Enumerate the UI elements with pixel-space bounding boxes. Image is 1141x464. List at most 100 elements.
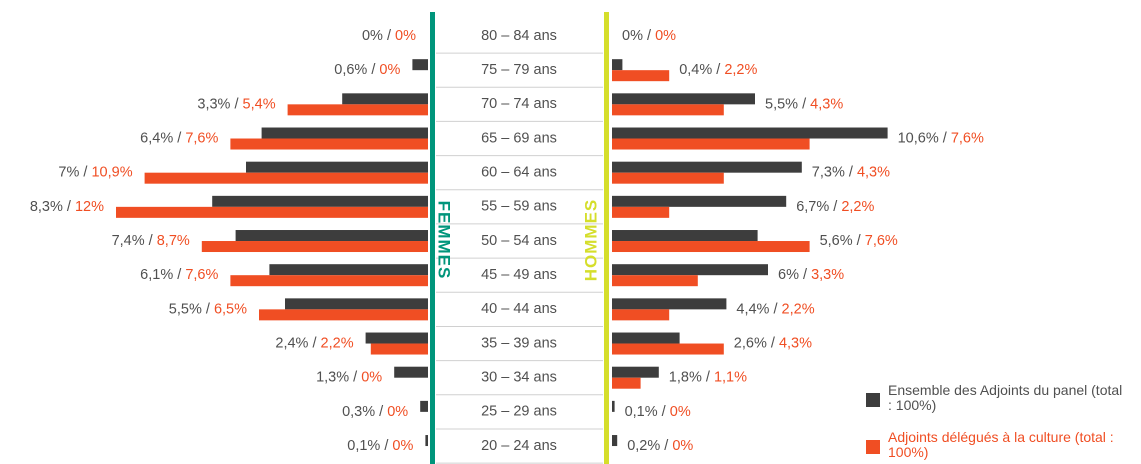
- value-label-total: 6,4%: [140, 130, 173, 146]
- bar: [212, 195, 428, 207]
- value-label-separator: /: [202, 301, 214, 317]
- value-label: 5,5% / 6,5%: [169, 301, 247, 317]
- value-label: 6,1% / 7,6%: [140, 267, 218, 283]
- value-label-total: 7,3%: [812, 165, 845, 181]
- bar: [612, 161, 802, 173]
- value-label-culture: 2,2%: [724, 62, 757, 78]
- value-label-separator: /: [660, 438, 672, 454]
- value-label-separator: /: [702, 370, 714, 386]
- category-label: 40 – 44 ans: [481, 301, 557, 317]
- bar: [144, 172, 428, 184]
- category-label: 45 – 49 ans: [481, 267, 557, 283]
- bar: [612, 275, 698, 287]
- value-label-separator: /: [63, 199, 75, 215]
- value-label-culture: 1,1%: [714, 370, 747, 386]
- value-label-culture: 0%: [670, 404, 691, 420]
- value-label-culture: 6,5%: [214, 301, 247, 317]
- value-label-separator: /: [712, 62, 724, 78]
- value-label-separator: /: [145, 233, 157, 249]
- value-label: 0,6% / 0%: [334, 62, 400, 78]
- bar: [612, 332, 680, 344]
- legend-label: Adjoints délégués à la culture (total : …: [888, 429, 1114, 460]
- value-label-culture: 7,6%: [865, 233, 898, 249]
- value-label-separator: /: [173, 267, 185, 283]
- value-label-total: 0%: [362, 28, 383, 44]
- value-label-separator: /: [658, 404, 670, 420]
- value-label-total: 0,2%: [627, 438, 660, 454]
- bar: [612, 195, 787, 207]
- value-label-culture: 2,2%: [782, 301, 815, 317]
- value-label-total: 7,4%: [112, 233, 145, 249]
- value-label: 6,4% / 7,6%: [140, 130, 218, 146]
- bar: [412, 59, 428, 71]
- bar: [370, 343, 428, 355]
- value-label: 1,3% / 0%: [316, 370, 382, 386]
- value-label-separator: /: [798, 96, 810, 112]
- value-label-total: 2,4%: [275, 335, 308, 351]
- value-label-culture: 0%: [392, 438, 413, 454]
- bar: [235, 230, 428, 242]
- value-label-culture: 2,2%: [321, 335, 354, 351]
- value-label-culture: 4,3%: [779, 335, 812, 351]
- value-label-total: 7%: [58, 165, 79, 181]
- value-label-culture: 7,6%: [185, 130, 218, 146]
- value-label-culture: 0%: [395, 28, 416, 44]
- bar: [261, 127, 428, 139]
- value-label-separator: /: [375, 404, 387, 420]
- axis-line: [430, 12, 435, 464]
- bar: [612, 400, 615, 412]
- category-label: 35 – 39 ans: [481, 335, 557, 351]
- value-label: 6,7% / 2,2%: [796, 199, 874, 215]
- bar: [612, 70, 670, 82]
- side-label: FEMMES: [435, 201, 454, 280]
- value-label-total: 0,3%: [342, 404, 375, 420]
- value-label: 1,8% / 1,1%: [669, 370, 747, 386]
- value-label-separator: /: [939, 130, 951, 146]
- bar: [230, 275, 428, 287]
- bar: [425, 435, 428, 447]
- value-label: 3,3% / 5,4%: [197, 96, 275, 112]
- value-label-separator: /: [380, 438, 392, 454]
- bar: [612, 127, 888, 139]
- value-label-culture: 0%: [655, 28, 676, 44]
- value-label-total: 6%: [778, 267, 799, 283]
- value-label: 6% / 3,3%: [778, 267, 844, 283]
- value-label-separator: /: [367, 62, 379, 78]
- value-label-culture: 0%: [379, 62, 400, 78]
- value-label-total: 5,6%: [820, 233, 853, 249]
- value-label-total: 6,7%: [796, 199, 829, 215]
- value-label: 7% / 10,9%: [58, 165, 132, 181]
- value-label: 4,4% / 2,2%: [736, 301, 814, 317]
- bar: [287, 104, 428, 116]
- value-label-separator: /: [799, 267, 811, 283]
- value-label: 10,6% / 7,6%: [898, 130, 984, 146]
- category-label: 65 – 69 ans: [481, 130, 557, 146]
- bar: [365, 332, 428, 344]
- axis-line: [604, 12, 609, 464]
- value-label: 5,6% / 7,6%: [820, 233, 898, 249]
- value-label: 0,4% / 2,2%: [679, 62, 757, 78]
- bar: [269, 264, 428, 276]
- value-label-separator: /: [769, 301, 781, 317]
- bar: [612, 59, 623, 71]
- value-label-culture: 0%: [672, 438, 693, 454]
- value-label: 0,1% / 0%: [625, 404, 691, 420]
- value-label-separator: /: [829, 199, 841, 215]
- category-label: 50 – 54 ans: [481, 233, 557, 249]
- legend-item: Adjoints délégués à la culture (total : …: [866, 430, 1126, 460]
- bar: [612, 298, 727, 310]
- value-label: 7,4% / 8,7%: [112, 233, 190, 249]
- value-label-culture: 5,4%: [243, 96, 276, 112]
- value-label-culture: 4,3%: [857, 165, 890, 181]
- value-label-culture: 0%: [387, 404, 408, 420]
- bar: [342, 93, 428, 105]
- value-label-separator: /: [383, 28, 395, 44]
- legend-item: Ensemble des Adjoints du panel (total : …: [866, 383, 1126, 413]
- bar: [394, 366, 428, 378]
- bar: [230, 138, 428, 150]
- bar: [201, 241, 428, 253]
- legend-swatch: [866, 440, 880, 454]
- value-label-total: 0%: [622, 28, 643, 44]
- value-label-separator: /: [79, 165, 91, 181]
